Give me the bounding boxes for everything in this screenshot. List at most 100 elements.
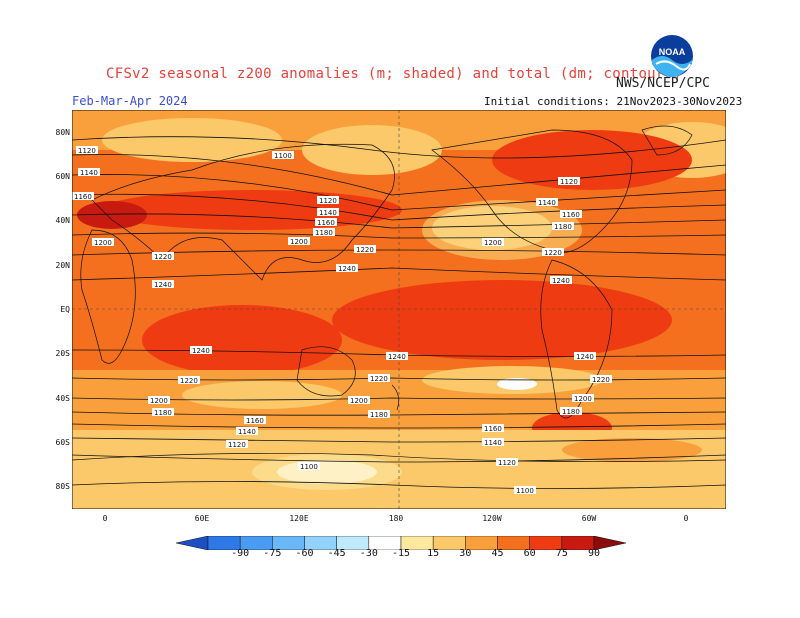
contour-label: 1240 xyxy=(152,280,174,289)
svg-text:1160: 1160 xyxy=(317,219,335,227)
shade-south-orange xyxy=(562,438,702,462)
svg-text:1120: 1120 xyxy=(78,147,96,155)
contour-label: 1160 xyxy=(244,416,266,425)
svg-text:1200: 1200 xyxy=(290,238,308,246)
colorbar-tick-label: -75 xyxy=(263,548,282,559)
lat-label-60s: 60S xyxy=(55,438,70,447)
svg-text:1240: 1240 xyxy=(192,347,210,355)
contour-labels: 1120 1100 1140 1160 1120 1140 1160 1180 … xyxy=(72,146,612,495)
svg-text:1160: 1160 xyxy=(246,417,264,425)
svg-text:1120: 1120 xyxy=(228,441,246,449)
contour-label: 1200 xyxy=(92,238,114,247)
contour-label: 1120 xyxy=(226,440,248,449)
svg-text:1140: 1140 xyxy=(538,199,556,207)
svg-text:1120: 1120 xyxy=(560,178,578,186)
contour-label: 1220 xyxy=(354,245,376,254)
svg-text:1200: 1200 xyxy=(484,239,502,247)
coast-new-zealand xyxy=(391,384,399,411)
svg-text:1180: 1180 xyxy=(562,408,580,416)
svg-text:1200: 1200 xyxy=(350,397,368,405)
colorbar xyxy=(176,536,626,550)
svg-text:1120: 1120 xyxy=(319,197,337,205)
coast-eurasia xyxy=(91,143,395,281)
contour-1180-s xyxy=(72,411,726,416)
contour-label: 1220 xyxy=(542,248,564,257)
svg-text:1200: 1200 xyxy=(574,395,592,403)
contour-1200-s xyxy=(72,397,726,401)
svg-text:1140: 1140 xyxy=(319,209,337,217)
contour-label: 1220 xyxy=(368,374,390,383)
contour-label: 1180 xyxy=(560,407,582,416)
contour-label: 1220 xyxy=(178,376,200,385)
contour-label: 1240 xyxy=(386,352,408,361)
lat-label-20n: 20N xyxy=(55,261,70,270)
contour-1100-n xyxy=(72,136,726,159)
contour-label: 1140 xyxy=(482,438,504,447)
colorbar-tick-label: 60 xyxy=(523,548,536,559)
contour-1200-n xyxy=(72,232,726,239)
svg-text:1140: 1140 xyxy=(80,169,98,177)
contour-label: 1100 xyxy=(298,462,320,471)
lon-label-120e: 120E xyxy=(289,514,309,523)
shade-tropics-red xyxy=(332,280,672,360)
contour-1220-n xyxy=(72,249,726,256)
coast-south-america xyxy=(540,259,613,419)
svg-text:1200: 1200 xyxy=(94,239,112,247)
svg-text:1240: 1240 xyxy=(154,281,172,289)
svg-text:1100: 1100 xyxy=(516,487,534,495)
svg-text:1120: 1120 xyxy=(498,459,516,467)
contour-1160-n xyxy=(72,193,726,221)
coast-africa xyxy=(80,229,136,364)
colorbar-tick-label: -90 xyxy=(231,548,250,559)
contour-label: 1140 xyxy=(78,168,100,177)
shade-antarctic-light xyxy=(252,454,402,490)
contour-label: 1180 xyxy=(152,408,174,417)
contour-label: 1200 xyxy=(148,396,170,405)
lon-label-180: 180 xyxy=(388,514,404,523)
svg-text:1200: 1200 xyxy=(150,397,168,405)
lat-label-60n: 60N xyxy=(55,172,70,181)
contour-1240-n xyxy=(72,267,726,281)
colorbar-tick-label: 75 xyxy=(555,548,568,559)
season-label: Feb-Mar-Apr 2024 xyxy=(72,94,188,108)
svg-text:1160: 1160 xyxy=(74,193,92,201)
contour-label: 1120 xyxy=(76,146,98,155)
shade-indian-red xyxy=(142,305,342,375)
svg-text:1240: 1240 xyxy=(576,353,594,361)
colorbar-tick-label: 15 xyxy=(427,548,440,559)
colorbar-segment xyxy=(593,536,626,550)
contour-label: 1120 xyxy=(317,196,339,205)
svg-text:1100: 1100 xyxy=(274,152,292,160)
contour-label: 1180 xyxy=(313,228,335,237)
contour-label: 1200 xyxy=(288,237,310,246)
agency-label: NWS/NCEP/CPC xyxy=(616,76,710,91)
colorbar-tick-label: -45 xyxy=(327,548,346,559)
contour-label: 1100 xyxy=(272,151,294,160)
contour-label: 1140 xyxy=(536,198,558,207)
initial-conditions-label: Initial conditions: 21Nov2023-30Nov2023 xyxy=(484,95,743,108)
contour-1100-s xyxy=(72,481,726,489)
contour-1220-s xyxy=(72,377,726,381)
svg-text:1180: 1180 xyxy=(315,229,333,237)
contour-label: 1140 xyxy=(317,208,339,217)
svg-text:1180: 1180 xyxy=(554,223,572,231)
shade-arctic-yellow xyxy=(102,118,282,162)
lat-label-eq: EQ xyxy=(60,305,70,314)
contour-1120-s xyxy=(72,454,726,463)
shade-south-yellow-1 xyxy=(182,381,342,409)
svg-text:1240: 1240 xyxy=(552,277,570,285)
contour-label: 1120 xyxy=(558,177,580,186)
svg-text:1180: 1180 xyxy=(370,411,388,419)
anomaly-map: 1120 1100 1140 1160 1120 1140 1160 1180 … xyxy=(72,110,726,509)
colorbar-tick-label: -30 xyxy=(359,548,378,559)
contour-1140-n xyxy=(72,174,726,211)
contour-label: 1160 xyxy=(72,192,94,201)
lon-label-120w: 120W xyxy=(482,514,502,523)
contour-1140-s xyxy=(72,437,726,443)
svg-text:1160: 1160 xyxy=(484,425,502,433)
lat-label-40n: 40N xyxy=(55,216,70,225)
chart-title: CFSv2 seasonal z200 anomalies (m; shaded… xyxy=(106,66,683,82)
svg-text:1140: 1140 xyxy=(484,439,502,447)
contour-1160-s xyxy=(72,423,726,429)
svg-text:1220: 1220 xyxy=(180,377,198,385)
